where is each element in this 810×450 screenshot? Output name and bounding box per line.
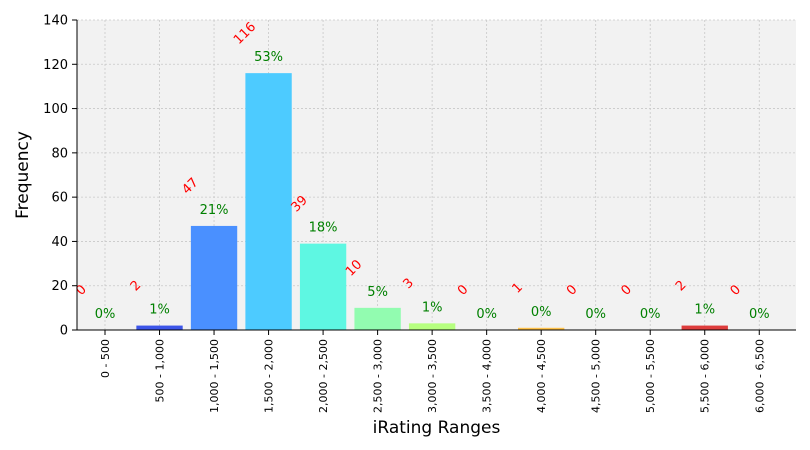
plot-area <box>77 20 796 330</box>
percent-label: 0% <box>585 307 606 322</box>
y-tick-label: 80 <box>51 146 68 161</box>
percent-label: 0% <box>95 307 116 322</box>
y-tick-label: 140 <box>43 14 68 29</box>
x-tick-label: 0 - 500 <box>99 339 112 378</box>
x-tick-label: 4,000 - 4,500 <box>535 339 548 413</box>
y-tick-label: 0 <box>60 324 68 339</box>
bar <box>681 325 728 330</box>
x-tick-label: 2,500 - 3,000 <box>372 339 385 413</box>
x-tick-label: 5,000 - 5,500 <box>644 339 657 413</box>
bar <box>518 327 565 330</box>
x-tick-label: 5,500 - 6,000 <box>699 339 712 413</box>
y-tick-label: 120 <box>43 58 68 73</box>
x-tick-label: 1,000 - 1,500 <box>208 339 221 413</box>
percent-label: 1% <box>149 303 170 318</box>
percent-label: 0% <box>640 307 661 322</box>
data-labels: 0%01%221%4753%11618%395%101%30%00%10%00%… <box>73 20 769 322</box>
percent-label: 1% <box>422 300 443 315</box>
percent-label: 18% <box>309 221 338 236</box>
y-tick-label: 20 <box>51 279 68 294</box>
x-tick-label: 2,000 - 2,500 <box>317 339 330 413</box>
bar <box>354 307 401 330</box>
x-axis-title: iRating Ranges <box>373 418 501 438</box>
x-tick-label: 3,000 - 3,500 <box>426 339 439 413</box>
bar <box>408 323 456 330</box>
bar <box>299 243 347 330</box>
bar <box>136 325 183 330</box>
x-tick-label: 1,500 - 2,000 <box>263 339 276 413</box>
y-tick-label: 40 <box>51 235 68 250</box>
percent-label: 5% <box>367 285 388 300</box>
y-axis-title: Frequency <box>13 131 33 219</box>
y-tick-label: 60 <box>51 191 68 206</box>
x-ticks: 0 - 500 500 - 1,000 1,000 - 1,500 1,500 - 2… <box>99 330 766 413</box>
percent-label: 0% <box>476 307 497 322</box>
bar <box>245 73 292 331</box>
percent-label: 0% <box>749 307 770 322</box>
percent-label: 1% <box>694 303 715 318</box>
x-tick-label: 6,000 - 6,500 <box>753 339 766 413</box>
y-tick-label: 100 <box>43 102 68 117</box>
x-tick-label: 4,500 - 5,000 <box>590 339 603 413</box>
percent-label: 53% <box>254 50 283 65</box>
bar <box>190 225 238 330</box>
percent-label: 21% <box>200 203 229 218</box>
y-ticks: 0 20 40 60 80 100 120 140 <box>43 14 77 339</box>
x-tick-label: 500 - 1,000 <box>154 339 167 402</box>
axes <box>76 20 796 331</box>
percent-label: 0% <box>531 305 552 320</box>
x-tick-label: 3,500 - 4,000 <box>481 339 494 413</box>
bars <box>136 73 728 331</box>
